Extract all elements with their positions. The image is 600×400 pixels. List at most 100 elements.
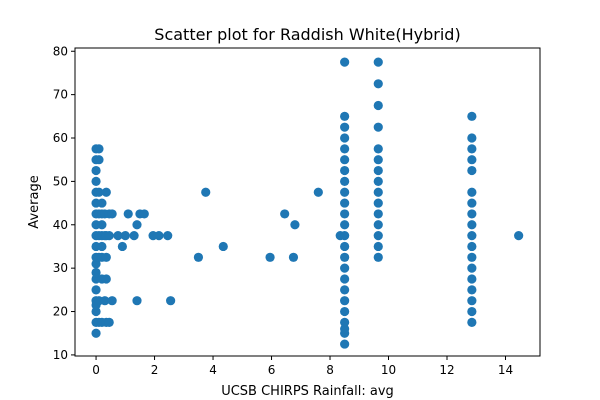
data-point [467,144,477,154]
data-point [467,231,477,241]
x-tick-label: 2 [151,363,159,377]
x-tick-label: 14 [498,363,513,377]
data-point [340,285,350,295]
data-point [467,274,477,284]
data-point [193,252,204,262]
data-point [340,252,350,262]
data-point [340,176,350,186]
data-points [91,57,524,349]
data-point [94,187,104,197]
data-point [373,176,383,186]
data-point [132,220,142,230]
data-point [373,155,383,165]
data-point [340,241,350,252]
data-point [467,296,477,306]
data-point [340,296,350,306]
x-axis-ticks: 0 2 4 6 8 10 12 14 [92,356,513,377]
data-point [97,198,107,208]
y-tick-label: 40 [53,218,68,232]
data-point [100,296,110,306]
data-point [467,306,477,317]
data-point [107,209,117,219]
data-point [94,155,104,165]
data-point [514,231,524,241]
data-point [91,306,101,317]
y-axis-label: Average [27,175,42,228]
data-point [467,133,477,143]
data-point [373,252,383,262]
data-point [91,165,101,176]
data-point [91,267,101,278]
data-point [340,155,350,165]
data-point [467,155,477,165]
data-point [340,306,350,317]
data-point [467,111,477,121]
data-point [91,328,101,338]
data-point [101,252,111,262]
data-point [467,252,477,262]
data-point [163,231,173,241]
data-point [340,198,350,208]
data-point [373,79,383,89]
data-point [139,209,149,219]
data-point [313,187,323,197]
data-point [290,220,300,230]
data-point [467,317,477,327]
data-point [280,209,290,219]
data-point [373,220,383,230]
data-point [101,274,111,284]
data-point [340,317,350,327]
data-point [340,144,350,154]
data-point [467,285,477,295]
data-point [467,198,477,208]
data-point [467,220,477,230]
data-point [340,111,350,121]
data-point [154,231,164,241]
data-point [373,198,383,208]
y-tick-label: 20 [53,305,68,319]
data-point [91,176,101,186]
data-point [467,165,477,176]
data-point [117,241,127,252]
plot-frame [74,47,541,357]
y-tick-label: 30 [53,261,68,275]
y-tick-label: 70 [53,88,68,102]
data-point [107,296,117,306]
chart-title: Scatter plot for Raddish White(Hybrid) [154,25,460,44]
data-point [265,252,275,262]
data-point [340,231,350,241]
data-point [467,187,477,197]
data-point [91,285,101,295]
data-point [340,57,350,67]
data-point [97,220,107,230]
data-point [340,187,350,197]
data-point [101,187,111,197]
y-tick-label: 60 [53,131,68,145]
x-tick-label: 12 [439,363,454,377]
data-point [201,187,211,197]
y-axis-ticks: 10 20 30 40 50 60 70 80 [53,44,75,362]
data-point [132,296,142,306]
data-point [467,263,477,273]
data-point [467,209,477,219]
y-tick-label: 80 [53,44,68,58]
data-point [288,252,299,262]
data-point [123,209,133,219]
data-point [340,263,350,273]
data-point [340,324,350,334]
data-point [340,220,350,230]
x-axis-label: UCSB CHIRPS Rainfall: avg [221,384,394,399]
data-point [340,122,350,132]
x-tick-label: 0 [92,363,100,377]
data-point [373,57,383,67]
data-point [373,241,383,252]
data-point [113,231,123,241]
data-point [373,209,383,219]
data-point [104,231,114,241]
data-point [120,231,130,241]
x-tick-label: 8 [326,363,334,377]
y-tick-label: 10 [53,348,68,362]
data-point [373,144,383,154]
data-point [373,122,383,132]
data-point [166,296,176,306]
